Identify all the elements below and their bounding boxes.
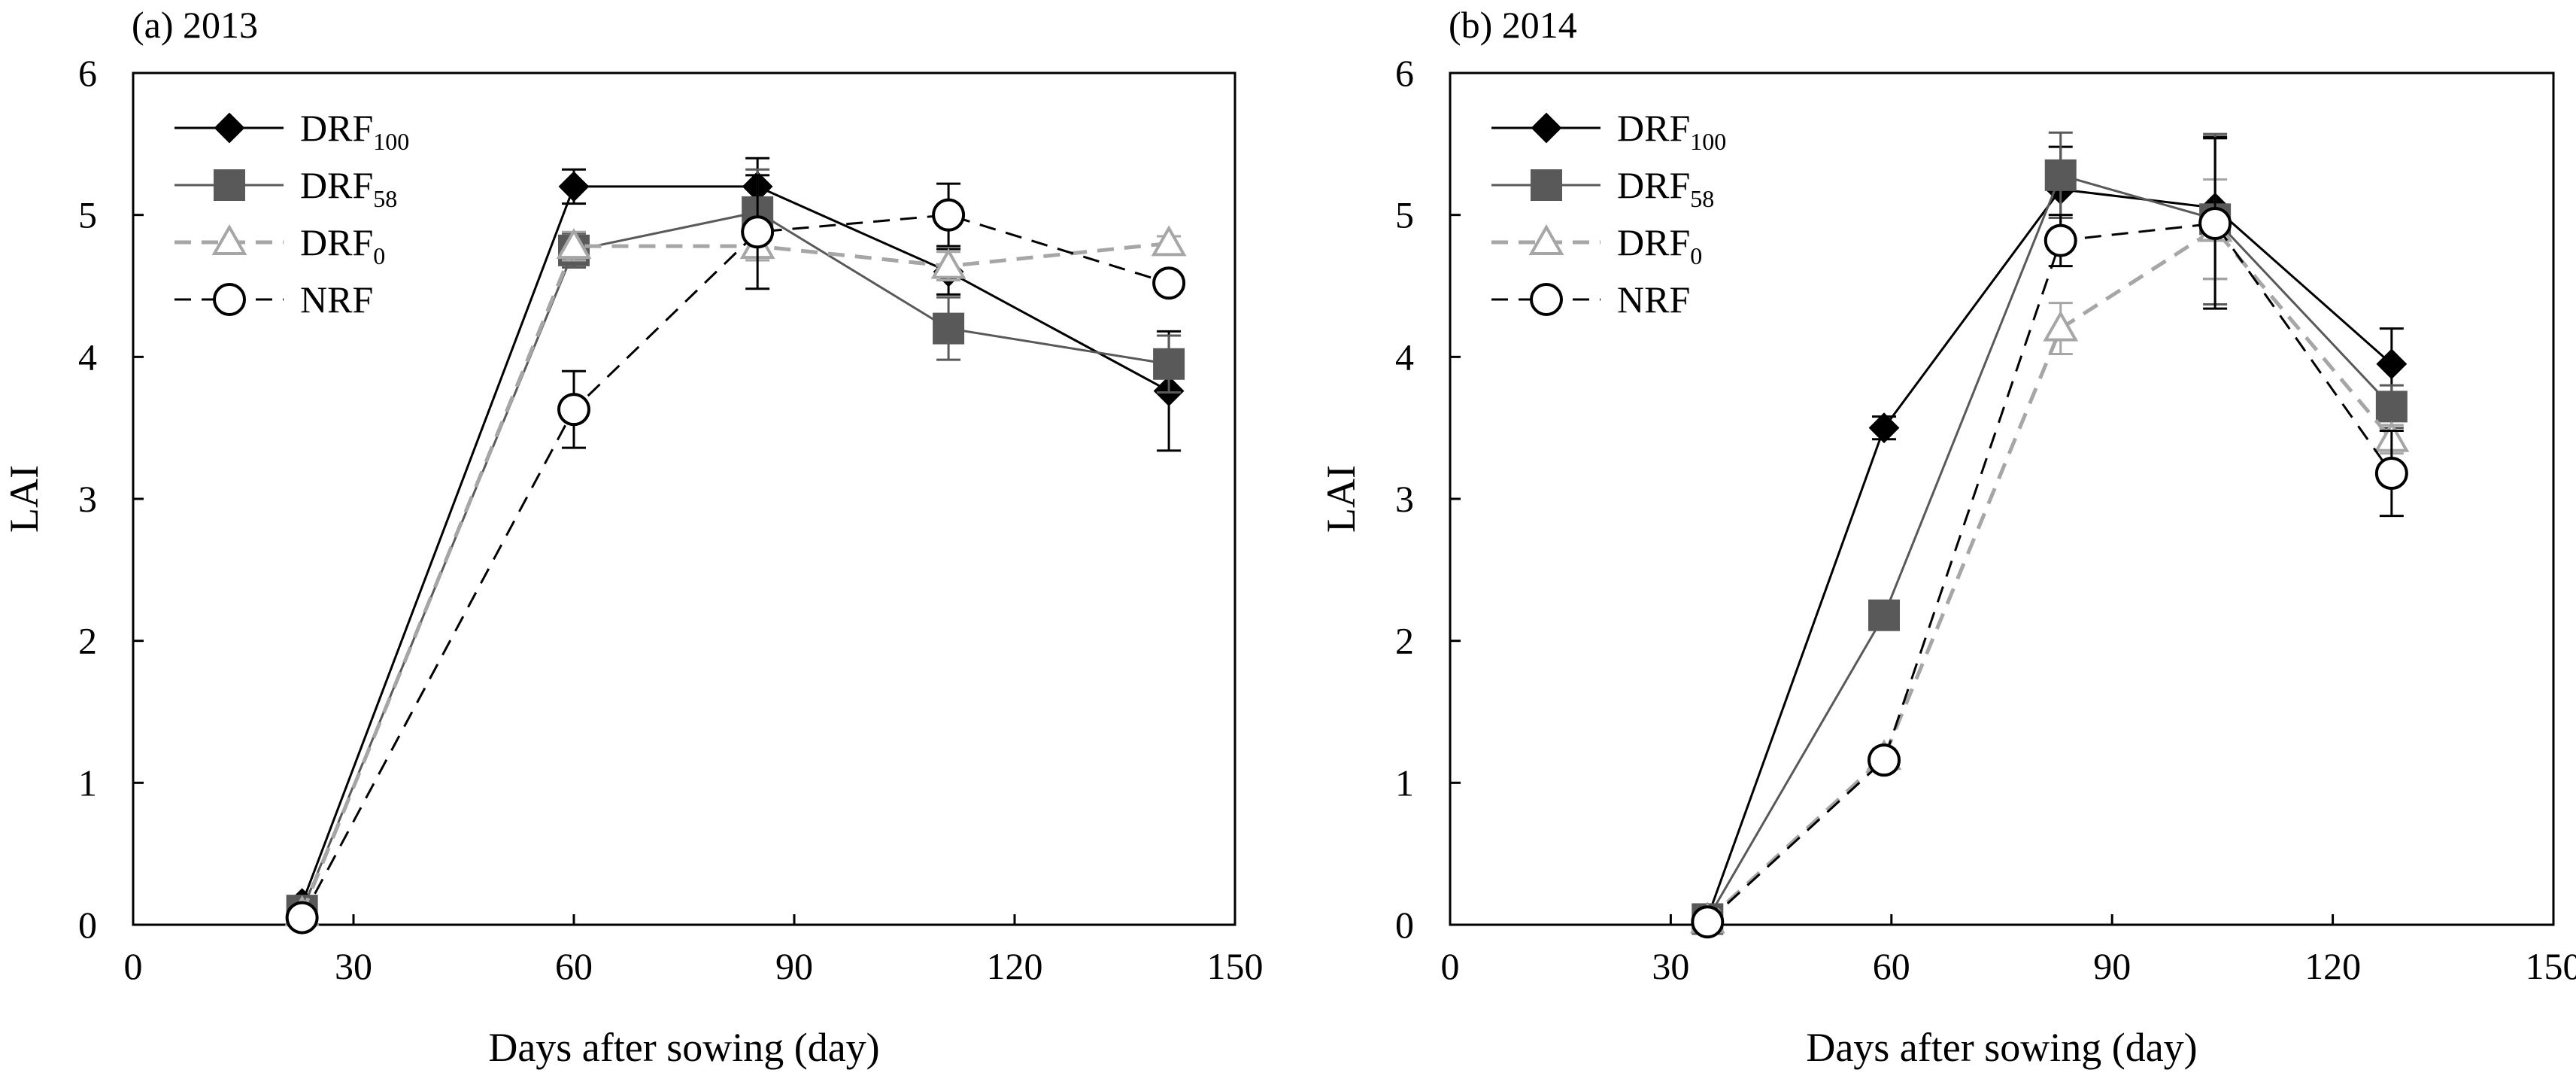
legend-label-subscript: 58	[373, 185, 397, 212]
data-point	[2377, 391, 2407, 421]
data-point	[1154, 228, 1184, 254]
y-tick-label: 5	[1395, 194, 1414, 236]
y-tick-label: 1	[1395, 761, 1414, 804]
x-tick-label: 60	[555, 945, 593, 987]
legend-marker	[214, 170, 244, 200]
legend-marker	[1531, 170, 1561, 200]
data-point	[2200, 208, 2230, 239]
chart-panel-0: (a) 2013 0 30 60 90 120 150 0 1 2 3 4 5 6 Days after s…	[2, 4, 1264, 1070]
plot-frame	[133, 73, 1235, 925]
series-2	[1692, 180, 2407, 932]
y-axis-label: LAI	[2, 465, 47, 533]
x-axis-label: Days after sowing (day)	[488, 1025, 879, 1070]
data-point	[1154, 268, 1184, 298]
data-point	[560, 172, 588, 201]
x-tick-label: 90	[2093, 945, 2131, 987]
x-tick-label: 150	[2526, 945, 2576, 987]
series-0	[288, 158, 1183, 917]
data-point	[742, 217, 772, 247]
data-point	[1869, 600, 1899, 631]
y-tick-label: 6	[78, 52, 97, 94]
y-tick-label: 5	[78, 194, 97, 236]
data-point	[1154, 349, 1184, 379]
legend-label: DRF58	[1617, 164, 1714, 212]
x-tick-label: 0	[1441, 945, 1460, 987]
y-tick-label: 2	[1395, 620, 1414, 662]
y-tick-label: 6	[1395, 52, 1414, 94]
series-2	[287, 228, 1184, 925]
data-point	[1870, 414, 1898, 442]
data-point	[559, 394, 589, 424]
x-tick-label: 120	[987, 945, 1043, 987]
y-tick-label: 0	[1395, 904, 1414, 946]
y-tick-label: 3	[78, 478, 97, 520]
legend-marker	[215, 114, 244, 142]
legend-marker	[1531, 284, 1561, 315]
chart-title: (a) 2013	[132, 4, 258, 46]
data-point	[2377, 458, 2407, 488]
series-3	[287, 175, 1184, 933]
series-1	[287, 169, 1184, 926]
y-tick-label: 4	[1395, 336, 1414, 378]
legend-label: NRF	[300, 278, 373, 321]
x-tick-label: 0	[124, 945, 143, 987]
legend-label: NRF	[1617, 278, 1690, 321]
x-tick-label: 30	[335, 945, 372, 987]
series-line	[1707, 175, 2392, 919]
legend: DRF100 DRF58 DRF0 NRF	[1491, 107, 1726, 321]
series-line	[1707, 223, 2392, 922]
x-axis-label: Days after sowing (day)	[1806, 1025, 2197, 1070]
legend-label-subscript: 0	[1690, 242, 1702, 269]
series-1	[1692, 132, 2407, 934]
data-point	[2046, 226, 2076, 256]
series-0	[1693, 137, 2406, 932]
series-line	[302, 187, 1169, 904]
data-point	[1869, 745, 1899, 775]
legend-label-subscript: 0	[373, 242, 385, 269]
y-tick-label: 4	[78, 336, 97, 378]
legend-label: DRF0	[300, 221, 385, 269]
chart-panel-1: (b) 2014 0 30 60 90 120 150 0 1 2 3 4 5 6 Days after s…	[1318, 4, 2576, 1070]
y-axis-label: LAI	[1318, 465, 1364, 533]
legend-label-subscript: 58	[1690, 185, 1714, 212]
legend-label: DRF58	[300, 164, 397, 212]
legend-marker	[214, 284, 244, 315]
y-tick-label: 2	[78, 620, 97, 662]
data-point	[933, 314, 963, 344]
data-point	[2046, 160, 2076, 190]
x-tick-label: 30	[1652, 945, 1689, 987]
legend-label: DRF100	[1617, 107, 1726, 155]
data-point	[287, 903, 317, 933]
y-tick-label: 3	[1395, 478, 1414, 520]
x-tick-label: 90	[775, 945, 813, 987]
data-point	[1692, 907, 1722, 937]
legend-label-subscript: 100	[373, 128, 409, 155]
legend-marker	[1532, 114, 1561, 142]
x-tick-label: 120	[2304, 945, 2361, 987]
y-tick-label: 1	[78, 761, 97, 804]
chart-title: (b) 2014	[1449, 4, 1577, 46]
legend: DRF100 DRF58 DRF0 NRF	[174, 107, 409, 321]
y-tick-label: 0	[78, 904, 97, 946]
x-tick-label: 150	[1207, 945, 1264, 987]
legend-label-subscript: 100	[1690, 128, 1726, 155]
legend-label: DRF0	[1617, 221, 1702, 269]
x-tick-label: 60	[1873, 945, 1910, 987]
legend-label: DRF100	[300, 107, 409, 155]
data-point	[933, 200, 963, 230]
data-point	[2046, 314, 2076, 340]
plot-frame	[1450, 73, 2553, 925]
series-3	[1692, 138, 2407, 937]
